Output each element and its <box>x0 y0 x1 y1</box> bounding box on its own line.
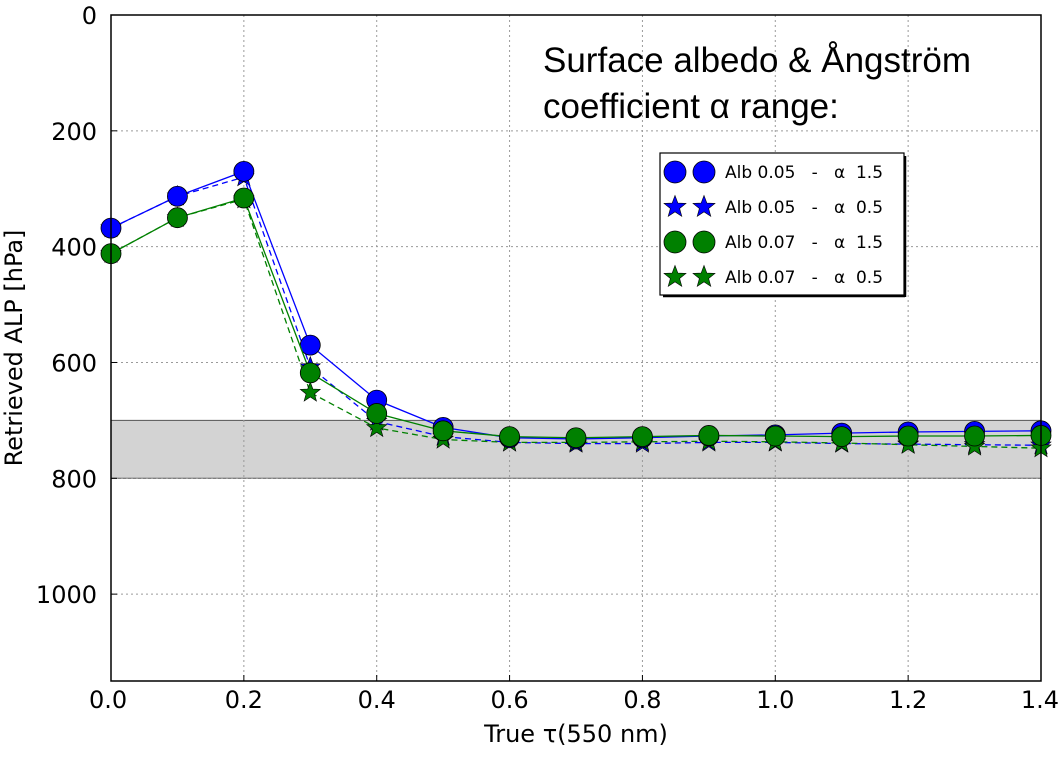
y-tick-label: 0 <box>82 2 97 30</box>
x-tick-label: 1.0 <box>756 686 794 714</box>
x-tick-label: 0.4 <box>358 686 396 714</box>
annotation-line-2: coefficient α range: <box>543 87 839 126</box>
x-tick-label: 1.4 <box>1021 686 1059 714</box>
x-tick-label: 1.2 <box>889 686 927 714</box>
data-point-marker <box>299 362 321 384</box>
y-tick-label: 800 <box>51 465 97 493</box>
x-tick-label: 0.8 <box>623 686 661 714</box>
legend-entries: Alb 0.05 - α 1.5 Alb 0.05 - α 0.5 Alb 0.07… <box>663 160 883 288</box>
y-tick-label: 1000 <box>36 581 97 609</box>
legend-marker <box>692 194 716 218</box>
x-tick-labels: 0.0 0.2 0.4 0.6 0.8 1.0 1.2 1.4 <box>89 686 1059 714</box>
legend: Alb 0.05 - α 1.5 Alb 0.05 - α 0.5 Alb 0.07… <box>659 152 907 298</box>
data-point-marker <box>366 403 388 424</box>
legend-marker <box>663 194 687 218</box>
y-tick-labels: 0 200 400 600 800 1000 <box>36 2 97 609</box>
y-tick-label: 400 <box>51 234 97 262</box>
data-point-marker <box>964 425 985 447</box>
legend-marker <box>663 160 687 184</box>
y-tick-label: 200 <box>51 118 97 146</box>
data-point-marker <box>897 425 919 447</box>
legend-label: Alb 0.05 - α 1.5 <box>725 163 883 183</box>
data-point-marker <box>167 185 188 207</box>
data-point-marker <box>299 381 322 402</box>
annotation-line-1: Surface albedo & Ångström <box>543 41 971 80</box>
data-point-marker <box>365 416 388 438</box>
plot-frame <box>110 14 1042 682</box>
legend-marker <box>692 160 716 184</box>
legend-label: Alb 0.05 - α 0.5 <box>725 198 883 218</box>
legend-marker <box>663 264 687 288</box>
data-point-marker <box>233 160 255 182</box>
legend-label: Alb 0.07 - α 1.5 <box>725 233 883 253</box>
y-tick-label: 600 <box>51 349 97 377</box>
x-axis-label: True τ(550 nm) <box>483 720 668 748</box>
y-axis-label: Retrieved ALP [hPa] <box>0 230 28 467</box>
series-layer <box>100 160 1052 458</box>
legend-entry: Alb 0.05 - α 0.5 <box>663 194 883 218</box>
data-point-marker <box>632 426 653 448</box>
legend-entry: Alb 0.05 - α 1.5 <box>663 160 883 184</box>
legend-entry: Alb 0.07 - α 1.5 <box>663 230 883 254</box>
legend-label: Alb 0.07 - α 0.5 <box>725 268 883 288</box>
data-point-marker <box>432 420 454 442</box>
series-2 <box>100 187 1052 449</box>
data-point-marker <box>299 334 321 356</box>
legend-entry: Alb 0.07 - α 0.5 <box>663 264 883 288</box>
legend-marker <box>663 230 687 254</box>
data-point-marker <box>565 427 587 449</box>
x-tick-label: 0.2 <box>225 686 263 714</box>
data-point-marker <box>831 426 853 448</box>
grid-layer <box>110 14 1042 681</box>
data-point-marker <box>698 425 720 446</box>
legend-marker <box>692 230 716 254</box>
data-point-marker <box>167 207 188 229</box>
x-tick-label: 0.0 <box>89 686 127 714</box>
data-point-marker <box>499 426 520 448</box>
data-point-marker <box>764 425 786 447</box>
legend-marker <box>692 264 716 288</box>
x-tick-label: 0.6 <box>490 686 528 714</box>
data-point-marker <box>233 187 255 209</box>
